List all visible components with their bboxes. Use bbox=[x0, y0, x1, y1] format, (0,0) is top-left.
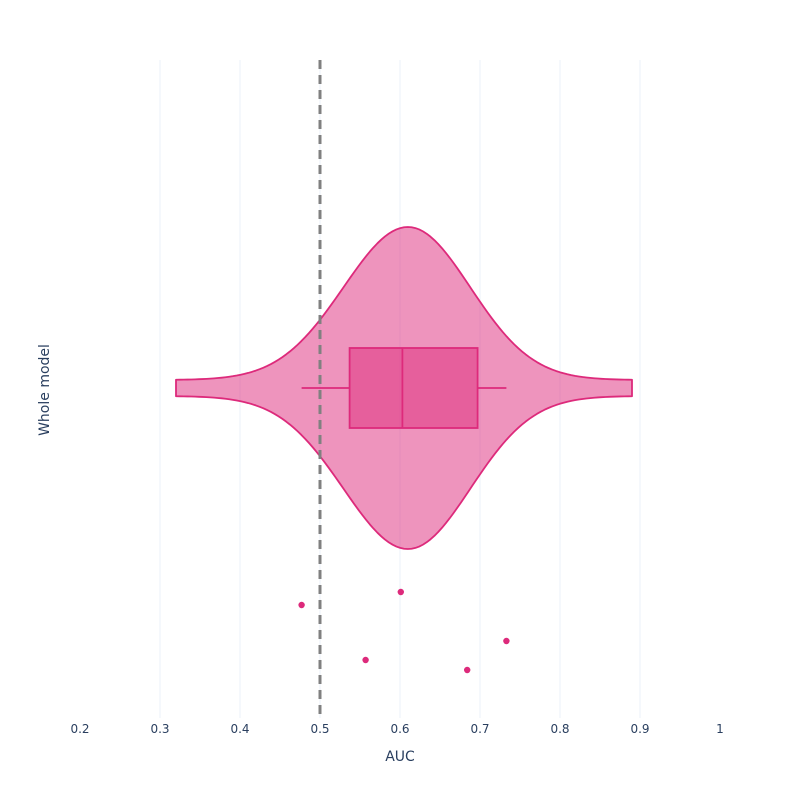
y-axis-title: Whole model bbox=[37, 344, 53, 436]
box-iqr bbox=[348, 347, 479, 429]
x-tick-label: 0.9 bbox=[630, 722, 649, 736]
data-point bbox=[298, 601, 305, 609]
x-tick-label: 1 bbox=[716, 722, 724, 736]
data-point bbox=[362, 656, 369, 664]
data-points-group bbox=[298, 588, 510, 674]
x-tick-label: 0.5 bbox=[310, 722, 329, 736]
x-axis-title: AUC bbox=[385, 749, 415, 765]
x-tick-label: 0.8 bbox=[550, 722, 569, 736]
data-point bbox=[397, 588, 404, 596]
x-tick-label: 0.3 bbox=[150, 722, 169, 736]
data-point bbox=[464, 666, 471, 674]
x-tick-label: 0.6 bbox=[390, 722, 409, 736]
data-point bbox=[503, 637, 510, 645]
box-group bbox=[301, 347, 507, 429]
x-tick-labels: 0.2 0.3 0.4 0.5 0.6 0.7 0.8 0.9 1 bbox=[70, 722, 723, 736]
x-tick-label: 0.2 bbox=[70, 722, 89, 736]
x-tick-label: 0.4 bbox=[230, 722, 249, 736]
x-tick-label: 0.7 bbox=[470, 722, 489, 736]
